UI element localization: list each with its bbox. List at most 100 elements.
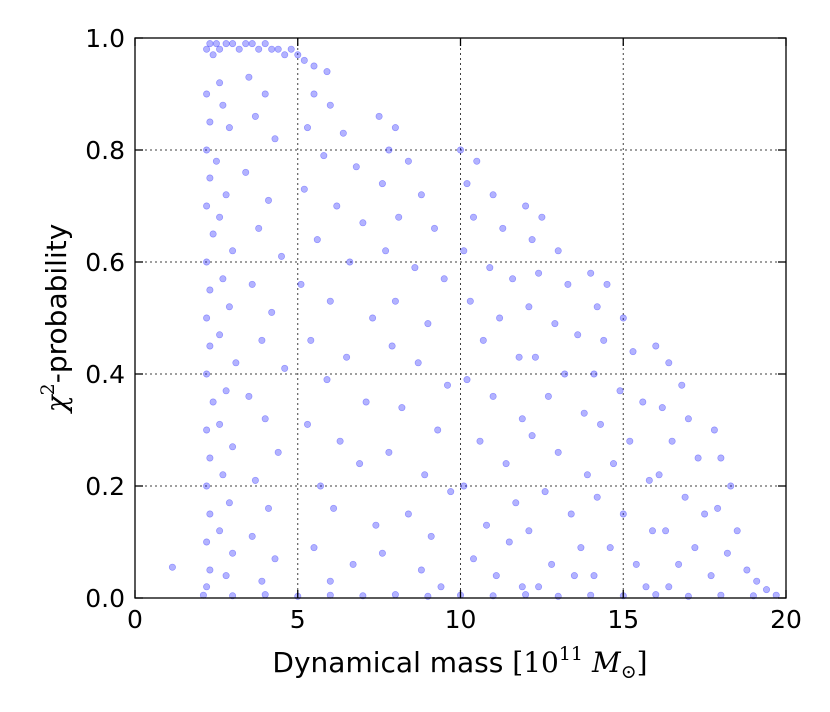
- data-point: [580, 409, 588, 417]
- data-point: [525, 527, 533, 535]
- data-point: [209, 398, 217, 406]
- data-point: [577, 544, 585, 552]
- data-point: [333, 202, 341, 210]
- data-point: [447, 488, 455, 496]
- data-point: [619, 314, 627, 322]
- data-point: [652, 591, 660, 599]
- data-point: [206, 40, 214, 48]
- x-axis-label-subscript: ⊙: [621, 661, 637, 683]
- data-point: [469, 213, 477, 221]
- data-point: [212, 157, 220, 165]
- data-point: [567, 510, 575, 518]
- data-point: [463, 180, 471, 188]
- data-point: [261, 415, 269, 423]
- data-point: [258, 577, 266, 585]
- data-point: [538, 213, 546, 221]
- data-point: [229, 247, 237, 255]
- data-point: [229, 443, 237, 451]
- data-point: [590, 572, 598, 580]
- data-point: [626, 437, 634, 445]
- data-point: [268, 45, 276, 53]
- data-point: [378, 549, 386, 557]
- data-point: [216, 213, 224, 221]
- data-point: [398, 404, 406, 412]
- data-point: [509, 275, 517, 283]
- data-point: [421, 471, 429, 479]
- data-point: [652, 342, 660, 350]
- data-point: [216, 420, 224, 428]
- data-point: [362, 398, 370, 406]
- data-point: [518, 415, 526, 423]
- grid: [135, 38, 786, 598]
- x-axis-label-exponent: 11: [559, 643, 583, 665]
- data-point: [385, 448, 393, 456]
- data-point: [496, 314, 504, 322]
- data-point: [590, 370, 598, 378]
- data-point: [463, 376, 471, 384]
- data-point: [255, 224, 263, 232]
- data-point: [648, 527, 656, 535]
- data-point: [391, 591, 399, 599]
- data-point: [300, 56, 308, 64]
- data-point: [535, 583, 543, 591]
- data-point: [206, 510, 214, 518]
- data-point: [596, 420, 604, 428]
- data-point: [723, 549, 731, 557]
- data-point: [352, 163, 360, 171]
- data-point: [323, 68, 331, 76]
- axis-ticks: [134, 37, 787, 599]
- y-axis-label-symbol: χ: [40, 393, 73, 414]
- data-point: [662, 527, 670, 535]
- data-point: [710, 426, 718, 434]
- data-point: [678, 381, 686, 389]
- data-point: [261, 90, 269, 98]
- data-point: [225, 303, 233, 311]
- x-tick-label: 10: [445, 605, 477, 634]
- data-point: [203, 45, 211, 53]
- data-point: [417, 191, 425, 199]
- data-point: [430, 224, 438, 232]
- data-point: [486, 264, 494, 272]
- data-point: [219, 101, 227, 109]
- x-axis-label-base: 10: [523, 646, 559, 679]
- data-point: [570, 572, 578, 580]
- data-point: [574, 331, 582, 339]
- data-point: [388, 342, 396, 350]
- x-axis-label-prefix: Dynamical mass: [272, 646, 512, 679]
- data-point: [264, 196, 272, 204]
- y-axis-label: χ2-probability: [37, 224, 73, 415]
- data-point: [391, 297, 399, 305]
- data-point: [203, 146, 211, 154]
- data-point: [554, 448, 562, 456]
- data-point: [206, 342, 214, 350]
- data-point: [268, 308, 276, 316]
- data-point: [320, 152, 328, 160]
- data-point: [434, 426, 442, 434]
- data-point: [323, 376, 331, 384]
- data-point: [274, 45, 282, 53]
- data-point: [203, 90, 211, 98]
- data-point: [326, 577, 334, 585]
- y-tick-label: 0.8: [85, 136, 125, 165]
- data-point: [681, 493, 689, 501]
- data-point: [277, 252, 285, 260]
- data-point: [378, 180, 386, 188]
- data-point: [443, 381, 451, 389]
- data-point: [303, 420, 311, 428]
- data-point: [339, 129, 347, 137]
- data-point: [544, 392, 552, 400]
- data-point: [417, 566, 425, 574]
- data-point: [645, 476, 653, 484]
- data-point: [248, 280, 256, 288]
- data-point: [206, 118, 214, 126]
- x-axis-label-close-bracket: ]: [637, 646, 648, 679]
- data-point: [216, 45, 224, 53]
- data-point: [229, 549, 237, 557]
- data-point: [242, 168, 250, 176]
- data-point: [203, 583, 211, 591]
- data-point: [753, 577, 761, 585]
- data-point: [603, 280, 611, 288]
- data-point: [587, 269, 595, 277]
- data-point: [343, 353, 351, 361]
